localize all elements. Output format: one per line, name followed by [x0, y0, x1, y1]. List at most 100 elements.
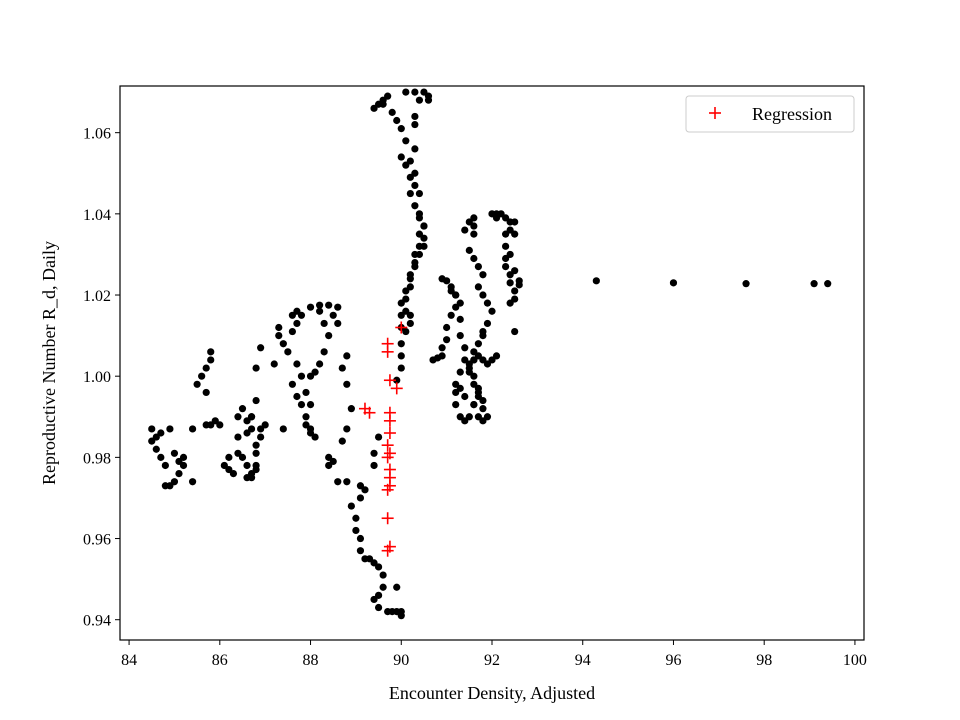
data-point	[356, 494, 365, 502]
data-point	[470, 380, 478, 388]
data-point	[334, 319, 342, 328]
legend-marker-regression	[709, 107, 721, 119]
data-point	[252, 364, 260, 372]
data-point	[374, 563, 383, 571]
data-point	[511, 218, 519, 226]
data-point	[247, 413, 256, 421]
data-point	[470, 254, 478, 263]
data-point	[343, 380, 351, 388]
regression-point	[381, 544, 394, 557]
data-point	[411, 258, 419, 267]
data-point	[288, 327, 296, 336]
data-point	[397, 612, 405, 620]
y-tick-label: 1.00	[83, 369, 111, 386]
data-point	[379, 100, 387, 108]
data-point	[397, 153, 405, 161]
data-point	[198, 372, 206, 380]
data-point	[411, 112, 419, 121]
data-point	[338, 364, 346, 372]
series-regression	[358, 321, 408, 557]
data-point	[461, 226, 469, 234]
data-point	[257, 344, 265, 352]
data-point	[488, 307, 496, 315]
data-point	[474, 263, 482, 271]
data-point	[170, 478, 179, 486]
data-point	[502, 230, 510, 238]
data-point	[207, 348, 215, 356]
data-point	[415, 189, 424, 198]
data-point	[161, 461, 169, 470]
data-point	[810, 280, 818, 288]
data-point	[443, 323, 451, 332]
data-point	[456, 299, 464, 307]
data-point	[152, 445, 160, 453]
data-point	[402, 137, 410, 145]
data-point	[279, 340, 287, 348]
data-point	[320, 319, 328, 328]
data-point	[465, 246, 473, 254]
data-point	[461, 392, 469, 401]
data-point	[188, 425, 197, 433]
data-point	[411, 181, 419, 190]
data-point	[415, 242, 424, 250]
data-point	[438, 352, 446, 360]
data-point	[511, 327, 519, 336]
data-point	[170, 449, 179, 457]
data-point	[316, 307, 324, 315]
data-point	[511, 230, 519, 238]
data-point	[465, 413, 473, 421]
data-point	[479, 271, 487, 279]
data-point	[470, 348, 478, 356]
data-point	[306, 303, 315, 311]
data-point	[238, 453, 247, 461]
x-axis-label: Encounter Density, Adjusted	[389, 683, 595, 703]
data-point	[474, 283, 482, 291]
data-point	[483, 319, 492, 328]
data-point	[356, 534, 365, 543]
data-point	[742, 280, 750, 288]
data-point	[334, 478, 342, 486]
y-axis-label: Reproductive Number R_d, Daily	[39, 241, 59, 485]
legend-label-regression: Regression	[752, 104, 832, 124]
y-tick-label: 1.02	[83, 288, 111, 305]
x-tick-label: 96	[665, 652, 681, 669]
data-point	[157, 453, 165, 461]
data-point	[456, 368, 464, 376]
data-point	[374, 603, 383, 612]
data-point	[411, 202, 419, 210]
data-point	[406, 319, 414, 328]
data-point	[306, 401, 315, 409]
regression-point	[363, 406, 376, 419]
data-point	[311, 368, 319, 376]
data-point	[452, 291, 460, 299]
data-point	[592, 277, 600, 285]
data-point	[483, 299, 492, 307]
x-tick-label: 84	[121, 652, 137, 669]
data-point	[338, 437, 346, 445]
regression-point	[395, 321, 408, 334]
data-point	[316, 301, 324, 309]
data-point	[247, 474, 256, 482]
data-point	[447, 311, 455, 319]
data-point	[361, 486, 369, 494]
data-point	[234, 413, 242, 421]
data-point	[247, 425, 256, 433]
data-point	[252, 449, 260, 457]
data-point	[379, 583, 387, 591]
data-point	[402, 327, 410, 336]
data-point	[329, 311, 337, 319]
data-point	[175, 469, 183, 478]
data-point	[438, 344, 446, 352]
y-tick-label: 0.96	[83, 532, 111, 549]
data-point	[506, 250, 514, 259]
data-point	[347, 405, 355, 413]
data-point	[275, 323, 283, 332]
data-point	[479, 405, 487, 413]
data-point	[302, 421, 310, 429]
data-point	[325, 301, 333, 309]
data-point	[415, 210, 424, 218]
data-point	[479, 332, 487, 340]
data-point	[243, 461, 251, 470]
data-point	[325, 453, 333, 461]
y-tick-label: 1.04	[83, 207, 111, 224]
